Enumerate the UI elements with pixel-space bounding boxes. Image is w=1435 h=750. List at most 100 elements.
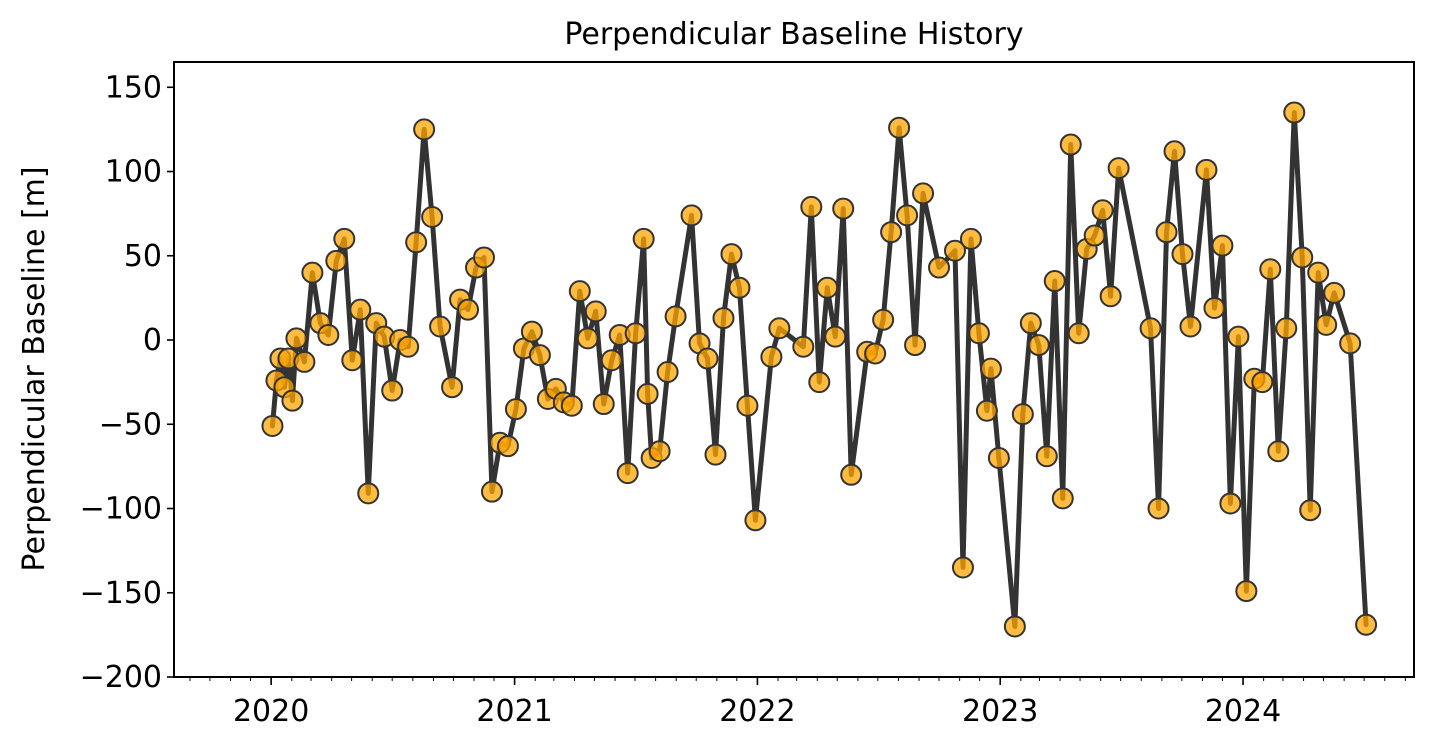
data-point	[1299, 499, 1322, 522]
data-point	[1275, 317, 1298, 340]
data-point	[1011, 403, 1034, 426]
data-point	[568, 280, 591, 303]
x-tick-label: 2024	[1205, 694, 1281, 729]
data-point	[333, 227, 356, 250]
data-point	[1211, 234, 1234, 257]
data-point	[808, 371, 831, 394]
y-tick-label: −50	[99, 407, 162, 442]
data-point	[1027, 334, 1050, 357]
data-point	[616, 462, 639, 485]
data-point	[1067, 322, 1090, 345]
data-point	[680, 204, 703, 227]
data-point	[473, 246, 495, 269]
data-point	[1107, 157, 1130, 180]
data-point	[904, 334, 927, 357]
data-point	[824, 325, 847, 348]
data-point	[381, 379, 404, 402]
data-point	[664, 305, 687, 328]
data-point	[504, 398, 527, 421]
data-point	[951, 556, 974, 579]
data-point	[959, 227, 982, 250]
data-point	[1099, 285, 1122, 308]
data-point	[480, 480, 503, 503]
data-point	[656, 361, 679, 384]
axis-ticks: −200 −150 −100 −50 0 50 100 150 2020 2021 2022 2023…	[80, 70, 1406, 729]
data-point	[421, 206, 444, 229]
data-point	[712, 307, 735, 330]
data-point	[261, 414, 284, 437]
data-point	[728, 276, 751, 299]
y-tick-label: −150	[80, 576, 162, 611]
data-point	[349, 298, 372, 321]
data-point	[975, 399, 998, 422]
data-point	[592, 393, 615, 416]
plot-area-frame	[173, 61, 1415, 678]
data-point	[632, 227, 655, 250]
data-point	[413, 118, 436, 141]
plot-series	[261, 101, 1378, 638]
data-point	[1227, 325, 1250, 348]
data-point	[281, 389, 304, 412]
data-point	[1035, 445, 1058, 468]
data-point	[325, 249, 348, 272]
data-point	[1179, 315, 1202, 338]
y-tick-label: 150	[105, 70, 162, 105]
data-point	[987, 446, 1010, 469]
data-point	[1355, 613, 1378, 636]
data-point	[600, 349, 623, 372]
data-point	[576, 327, 599, 350]
data-point	[1163, 140, 1186, 163]
data-point	[397, 335, 420, 358]
data-point	[1171, 243, 1194, 266]
data-point	[1195, 158, 1218, 181]
data-point	[792, 335, 815, 358]
data-point	[457, 298, 480, 321]
data-point	[816, 276, 839, 299]
data-point	[704, 443, 727, 466]
data-point	[943, 239, 966, 262]
data-point	[1283, 101, 1306, 124]
data-point	[285, 327, 308, 350]
data-point	[912, 182, 935, 205]
y-axis-label: Perpendicular Baseline [m]	[17, 166, 52, 571]
data-point	[429, 315, 452, 338]
data-point	[1091, 199, 1114, 222]
data-point	[301, 261, 324, 284]
data-point	[1155, 221, 1178, 244]
data-point	[1323, 281, 1346, 304]
data-point	[979, 357, 1002, 380]
data-point	[1203, 297, 1226, 319]
data-point	[1235, 580, 1258, 603]
data-point	[696, 347, 719, 370]
y-tick-label: −100	[80, 492, 162, 527]
data-point	[967, 322, 990, 345]
data-point	[293, 350, 316, 373]
series-line	[269, 110, 1369, 629]
y-tick-label: 0	[143, 323, 162, 358]
data-point	[1083, 224, 1106, 247]
data-point	[1267, 440, 1290, 463]
data-point	[880, 221, 903, 244]
data-point	[840, 463, 863, 486]
data-point	[872, 308, 895, 331]
y-tick-label: 100	[105, 155, 162, 190]
data-point	[1043, 270, 1066, 293]
data-point	[832, 197, 855, 220]
data-point	[736, 394, 759, 417]
x-tick-label: 2023	[962, 694, 1038, 729]
data-point	[1315, 313, 1338, 336]
data-point	[624, 322, 647, 345]
x-tick-label: 2021	[476, 694, 552, 729]
data-point	[1019, 312, 1042, 335]
data-point	[1059, 133, 1082, 156]
data-point	[560, 394, 583, 417]
data-point	[584, 300, 607, 323]
data-point	[768, 317, 791, 340]
data-point	[520, 320, 543, 343]
data-point	[648, 440, 671, 463]
data-point	[1219, 492, 1242, 515]
data-point	[864, 342, 887, 365]
data-point	[896, 204, 919, 227]
